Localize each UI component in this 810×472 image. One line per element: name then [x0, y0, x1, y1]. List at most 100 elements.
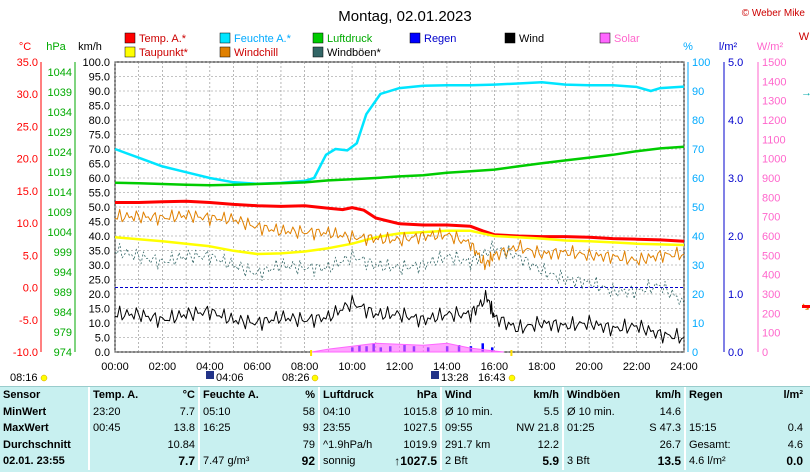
y-tick-label: 85.0 — [89, 101, 110, 113]
legend-label: Luftdruck — [327, 33, 373, 45]
stats-row-current: 02.01. 23:55 7.7 7.47 g/m³ 92 sonnig ↑1027… — [0, 453, 806, 470]
x-tick-label: 14:00 — [433, 361, 461, 373]
stats-cell: 05:10 — [198, 403, 266, 420]
sunrise-tick — [310, 350, 313, 356]
y-tick-label: -10.0 — [13, 347, 38, 359]
legend-swatch — [124, 46, 136, 58]
y-tick-label: 100 — [762, 328, 780, 340]
y-tick-label: 900 — [762, 173, 780, 185]
y-tick-label: 999 — [54, 247, 72, 259]
y-tick-label: 1300 — [762, 96, 786, 108]
x-tick-label: 10:00 — [338, 361, 366, 373]
y-tick-label: 60 — [692, 173, 704, 185]
stats-cell: 16:25 — [198, 420, 266, 437]
y-tick-label: 15.0 — [17, 186, 38, 198]
x-tick-label: 06:00 — [243, 361, 271, 373]
y-tick-label: 80.0 — [89, 115, 110, 127]
legend-swatch — [504, 32, 516, 44]
stats-row-min: MinWert 23:20 7.7 05:10 58 04:10 1015.8 Ø 1… — [0, 403, 806, 421]
stats-header-press-unit: hPa — [416, 389, 437, 402]
y-tick-label: 1044 — [48, 67, 72, 79]
stats-cell: 7.47 g/m³ — [198, 453, 266, 470]
plot-area: →↘ — [114, 81, 810, 353]
y-tick-label: 60.0 — [89, 173, 110, 185]
y-tick-label: 35.0 — [89, 246, 110, 258]
y-tick-label: 75.0 — [89, 130, 110, 142]
x-tick-label: 08:00 — [291, 361, 319, 373]
legend-swatch — [312, 46, 324, 58]
axis-unit-label: W/m² — [757, 41, 784, 53]
y-tick-label: 10 — [692, 318, 704, 330]
y-tick-label: 100.0 — [82, 57, 110, 69]
stats-cell: 10.84 — [167, 438, 195, 451]
y-tick-label: 1024 — [48, 147, 72, 159]
stats-header-gust: Windböen — [562, 387, 632, 404]
y-tick-label: 50 — [692, 202, 704, 214]
axes: 00:00 02:00 04:00 06:00 08:00 10:00 12:00 14:00… — [13, 31, 810, 373]
sun-moon-markers: 08:16 04:06 08:26 13:28 16:43 — [10, 350, 516, 384]
stats-row-avg: Durchschnitt 10.84 79 ^1.9hPa/h 1019.9 29… — [0, 436, 806, 453]
axis-unit-label: km/h — [78, 41, 102, 53]
stats-cell — [762, 404, 806, 421]
axis-unit-label: % — [683, 41, 693, 53]
y-tick-label: 0 — [692, 347, 698, 359]
stats-label: MaxWert — [3, 422, 49, 435]
stats-cell: 1015.8 — [403, 405, 437, 418]
stats-cell: 01:25 — [562, 420, 632, 437]
stats-header-rain-unit: l/m² — [783, 389, 803, 402]
y-tick-label: 45.0 — [89, 217, 110, 229]
stats-cell: 13.8 — [173, 422, 195, 435]
series-line-luftdruck — [114, 145, 685, 187]
y-tick-label: 100 — [692, 57, 710, 69]
y-tick-label: 1100 — [762, 134, 786, 146]
y-tick-label: 989 — [54, 287, 72, 299]
stats-cell: 0.0 — [786, 454, 803, 469]
legend: Temp. A.* Feuchte A.* Luftdruck Regen Wind So… — [124, 32, 640, 59]
stats-header-hum-unit: % — [305, 389, 315, 402]
y-tick-label: 15.0 — [89, 304, 110, 316]
solar-noon-time: 08:26 — [282, 372, 310, 384]
stats-cell: S 47.3 — [649, 422, 681, 435]
y-tick-label: 5.0 — [95, 333, 110, 345]
x-tick-label: 04:00 — [196, 361, 224, 373]
moon-icon — [431, 371, 439, 379]
y-tick-label: 30.0 — [89, 260, 110, 272]
y-tick-label: 800 — [762, 192, 780, 204]
y-tick-label: 70.0 — [89, 144, 110, 156]
y-tick-label: 55.0 — [89, 188, 110, 200]
y-tick-label: 50.0 — [89, 202, 110, 214]
stats-cell: 7.7 — [179, 405, 195, 418]
x-tick-label: 16:00 — [481, 361, 509, 373]
stats-cell: 1027.5 — [403, 422, 437, 435]
legend-label: Solar — [614, 33, 640, 45]
stats-header-temp-unit: °C — [182, 389, 195, 402]
y-tick-label: 979 — [54, 327, 72, 339]
y-tick-label: 400 — [762, 270, 780, 282]
y-tick-label: 974 — [54, 347, 72, 359]
y-tick-label: 600 — [762, 231, 780, 243]
stats-cell: 0.4 — [787, 422, 803, 435]
y-tick-label: -5.0 — [19, 315, 38, 327]
y-tick-label: 90 — [692, 86, 704, 98]
y-tick-label: 35.0 — [17, 57, 38, 69]
y-tick-label: 1034 — [48, 107, 72, 119]
stats-cell: ↑1027.5 — [394, 454, 437, 469]
y-tick-label: 65.0 — [89, 159, 110, 171]
y-tick-label: 10.0 — [17, 218, 38, 230]
sun-icon — [508, 374, 516, 382]
y-tick-label: 40 — [692, 231, 704, 243]
y-tick-label: 70 — [692, 144, 704, 156]
stats-cell: 15:15 — [684, 420, 762, 437]
stats-cell: 92 — [301, 454, 315, 469]
sunrise-time: 08:16 — [10, 372, 38, 384]
y-tick-label: 0.0 — [728, 347, 743, 359]
sunset-time: 16:43 — [478, 372, 506, 384]
y-tick-label: 4.0 — [728, 115, 743, 127]
stats-cell: Gesamt: — [684, 436, 762, 453]
y-tick-label: 1.0 — [728, 289, 743, 301]
y-tick-label: 2.0 — [728, 231, 743, 243]
legend-swatch — [409, 32, 421, 44]
rain-bar — [481, 343, 484, 352]
moonset-time: 04:06 — [216, 372, 244, 384]
moon-icon — [206, 371, 214, 379]
